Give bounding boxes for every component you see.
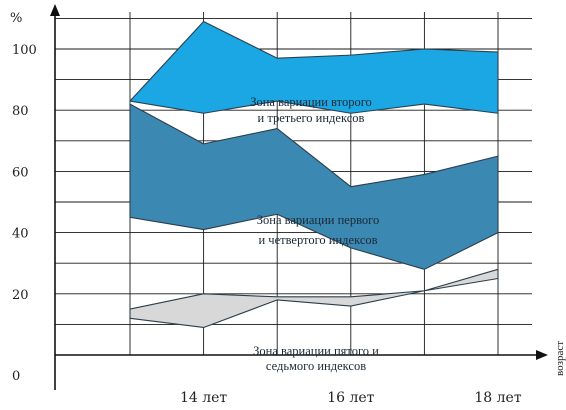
y-tick-label: 20 — [12, 288, 29, 303]
y-tick-label: 40 — [12, 227, 29, 242]
axes — [50, 4, 548, 390]
y-tick-label: 60 — [12, 165, 29, 180]
x-tick-label: 14 лет — [180, 390, 227, 406]
x-tick-label: 16 лет — [327, 390, 374, 406]
y-tick-labels: 100 80 60 40 20 0 — [12, 43, 37, 384]
y-tick-label: 100 — [12, 43, 37, 58]
zone-label-1-line-2: и третьего индексов — [258, 111, 365, 125]
y-tick-label: 80 — [12, 104, 29, 119]
zone-label-2-line-2: и четвертого индексов — [258, 233, 377, 247]
zone-area-1 — [129, 20, 499, 114]
y-axis-arrow — [50, 4, 60, 16]
zone-label-3-line-1: Зона вариации пятого и — [253, 344, 379, 358]
zone-label-2-line-1: Зона вариации первого — [257, 213, 379, 227]
x-axis-label: возраст — [554, 341, 566, 376]
zone-labels: Зона вариации второго и третьего индексов… — [250, 95, 379, 373]
y-unit-label: % — [10, 11, 22, 26]
zone-area-2 — [129, 103, 499, 270]
zone-area-3 — [129, 268, 499, 329]
x-tick-labels: 14 лет 16 лет 18 лет — [180, 390, 522, 406]
y-tick-label: 0 — [12, 369, 20, 384]
x-tick-label: 18 лет — [474, 390, 521, 406]
zones — [129, 20, 499, 329]
zone-label-1-line-1: Зона вариации второго — [250, 95, 372, 109]
x-axis-arrow — [536, 350, 548, 360]
zone-label-3-line-2: седьмого индексов — [266, 359, 366, 373]
